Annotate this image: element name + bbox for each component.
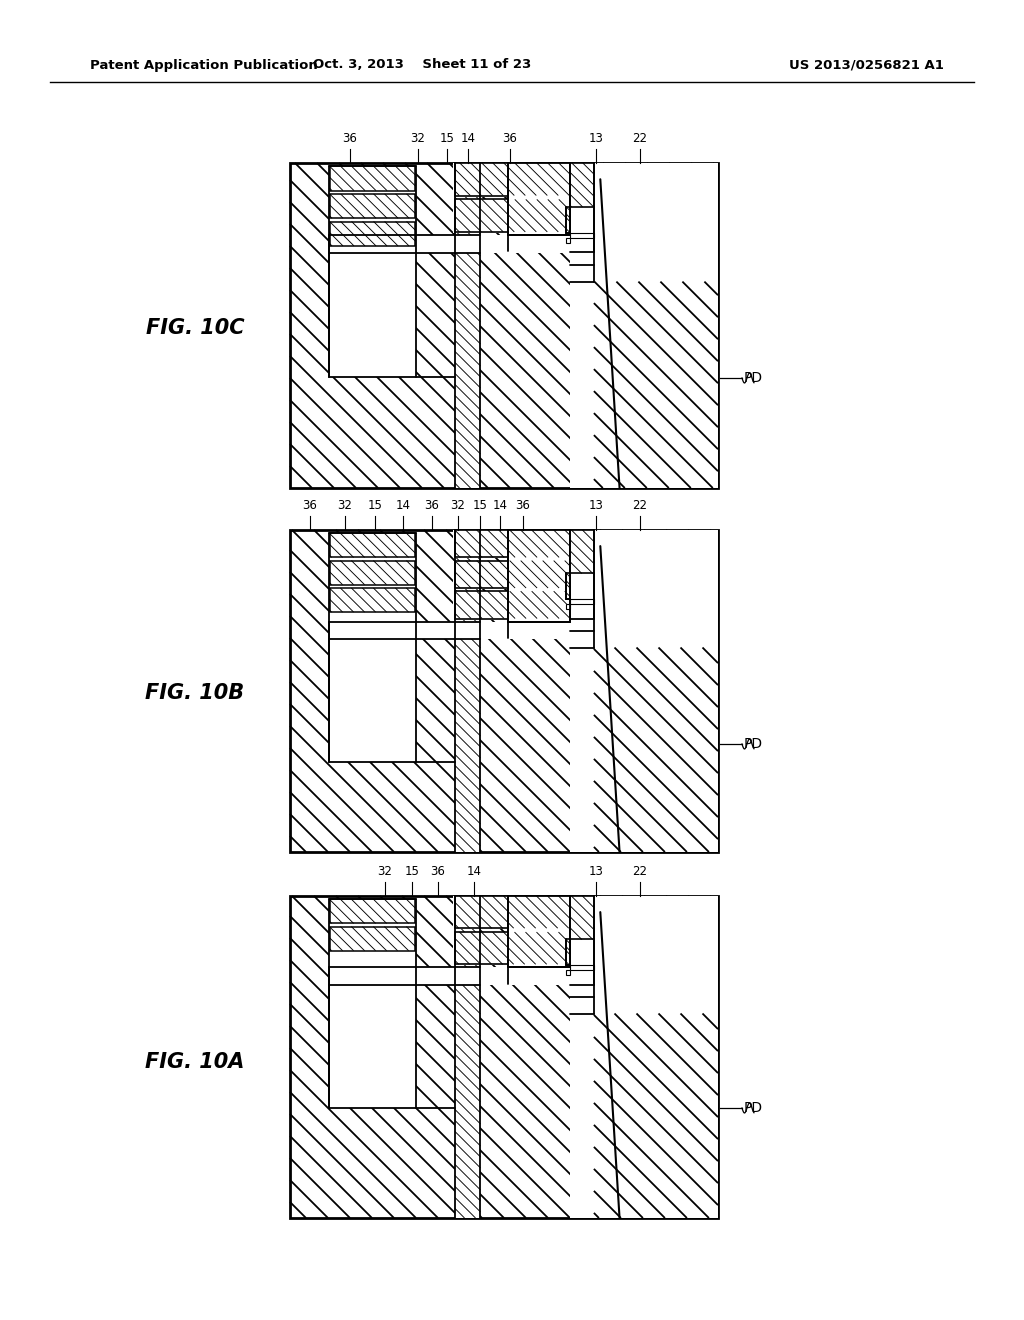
Text: 32: 32 [411, 132, 425, 145]
Bar [453, 932, 572, 965]
Text: 13: 13 [589, 865, 603, 878]
Text: 14: 14 [461, 132, 475, 145]
Bar [570, 265, 594, 281]
Bar [508, 162, 570, 242]
Text: Oct. 3, 2013    Sheet 11 of 23: Oct. 3, 2013 Sheet 11 of 23 [313, 58, 531, 71]
Text: 36: 36 [343, 132, 357, 145]
Bar [455, 199, 570, 232]
Bar [570, 531, 718, 851]
Text: 15: 15 [368, 499, 382, 512]
Bar [453, 896, 572, 929]
Bar [329, 561, 417, 585]
Text: 14: 14 [467, 865, 481, 878]
Text: PD: PD [744, 737, 763, 751]
Text: 22: 22 [633, 865, 647, 878]
Bar [566, 573, 570, 599]
Bar [329, 166, 417, 190]
Text: FIG. 10B: FIG. 10B [145, 682, 245, 704]
Bar [455, 531, 480, 851]
Text: 36: 36 [302, 499, 317, 512]
Bar [329, 899, 417, 1107]
Bar [455, 932, 570, 965]
Text: PD: PD [744, 1101, 763, 1115]
Text: 36: 36 [430, 865, 445, 878]
Text: FIG. 10A: FIG. 10A [145, 1052, 245, 1072]
Bar [330, 927, 416, 950]
Bar [570, 896, 594, 940]
Bar [455, 531, 570, 557]
Bar [329, 927, 417, 950]
Text: 22: 22 [633, 132, 647, 145]
Text: 32: 32 [451, 499, 466, 512]
Bar [508, 162, 570, 235]
Bar [570, 162, 718, 488]
Bar [455, 896, 480, 1218]
Bar [290, 531, 718, 851]
Bar [508, 531, 570, 628]
Bar [453, 531, 572, 558]
Text: Patent Application Publication: Patent Application Publication [90, 58, 317, 71]
Text: 15: 15 [472, 499, 487, 512]
Bar [329, 622, 570, 639]
Bar [570, 531, 594, 573]
Text: US 2013/0256821 A1: US 2013/0256821 A1 [788, 58, 943, 71]
Bar [329, 235, 570, 253]
Bar [570, 162, 594, 207]
Bar [329, 194, 417, 218]
Bar [290, 896, 718, 1218]
Bar [570, 998, 594, 1014]
Bar [329, 222, 417, 246]
Bar [329, 899, 417, 924]
Bar [453, 199, 572, 232]
Bar [566, 207, 570, 232]
Bar [453, 591, 572, 619]
Text: 14: 14 [493, 499, 508, 512]
Text: 13: 13 [589, 132, 603, 145]
Bar [329, 968, 570, 985]
Bar [570, 232, 594, 238]
Bar [455, 162, 570, 195]
Text: 36: 36 [425, 499, 439, 512]
Text: 15: 15 [439, 132, 455, 145]
Text: 15: 15 [404, 865, 420, 878]
Bar [329, 533, 417, 557]
Bar [570, 896, 718, 1218]
Bar [570, 965, 594, 970]
Bar [290, 162, 718, 488]
Bar [330, 194, 416, 218]
Bar [455, 561, 570, 587]
Bar [566, 238, 570, 243]
Bar [570, 599, 594, 605]
Text: 32: 32 [378, 865, 392, 878]
Text: 22: 22 [633, 499, 647, 512]
Bar [330, 561, 416, 585]
Bar [329, 533, 417, 762]
Text: 36: 36 [503, 132, 517, 145]
Bar [329, 166, 417, 376]
Bar [566, 940, 570, 965]
Bar [329, 587, 417, 612]
Bar [508, 896, 570, 974]
Bar [330, 899, 416, 924]
Bar [330, 587, 416, 612]
Bar [566, 605, 570, 609]
Text: 14: 14 [395, 499, 411, 512]
Bar [570, 631, 594, 648]
Bar [330, 166, 416, 190]
Text: FIG. 10C: FIG. 10C [145, 318, 245, 338]
Text: 13: 13 [589, 499, 603, 512]
Bar [455, 162, 480, 488]
Text: PD: PD [744, 371, 763, 385]
Bar [455, 896, 570, 928]
Text: 36: 36 [515, 499, 530, 512]
Bar [453, 561, 572, 589]
Bar [508, 531, 570, 622]
Text: 32: 32 [338, 499, 352, 512]
Bar [453, 162, 572, 197]
Bar [455, 591, 570, 619]
Bar [566, 970, 570, 975]
Bar [330, 222, 416, 246]
Bar [508, 896, 570, 968]
Bar [330, 533, 416, 557]
